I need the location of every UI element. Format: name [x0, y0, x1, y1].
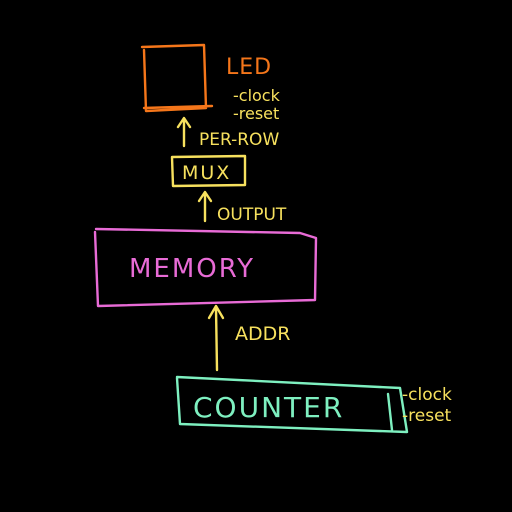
- memory-label: MEMORY: [129, 254, 255, 284]
- memory-box: [93, 227, 318, 308]
- led-box: [140, 43, 214, 113]
- memory-block: MEMORY: [93, 227, 318, 308]
- output-arrow: OUTPUT: [197, 190, 287, 225]
- mux-block: MUX: [170, 154, 247, 188]
- led-reset-signal: -reset: [233, 104, 279, 123]
- per-row-arrow-shaft: [176, 116, 192, 148]
- counter-reset-signal: -reset: [402, 406, 452, 426]
- counter-block: COUNTER -clock -reset: [175, 375, 452, 434]
- per-row-label: PER-ROW: [199, 130, 279, 150]
- mux-box: [170, 154, 247, 188]
- per-row-arrow: PER-ROW: [176, 116, 279, 150]
- output-label: OUTPUT: [217, 205, 287, 225]
- output-arrow-shaft: [197, 190, 213, 223]
- led-label: LED: [226, 55, 272, 80]
- counter-clock-signal: -clock: [402, 385, 452, 405]
- led-block: LED -clock -reset: [140, 43, 281, 123]
- addr-label: ADDR: [235, 323, 290, 345]
- counter-label: COUNTER: [193, 391, 344, 424]
- mux-label: MUX: [182, 162, 231, 184]
- addr-arrow-shaft: [207, 304, 225, 372]
- addr-arrow: ADDR: [207, 304, 290, 372]
- led-clock-signal: -clock: [233, 86, 281, 105]
- counter-box: [175, 375, 409, 434]
